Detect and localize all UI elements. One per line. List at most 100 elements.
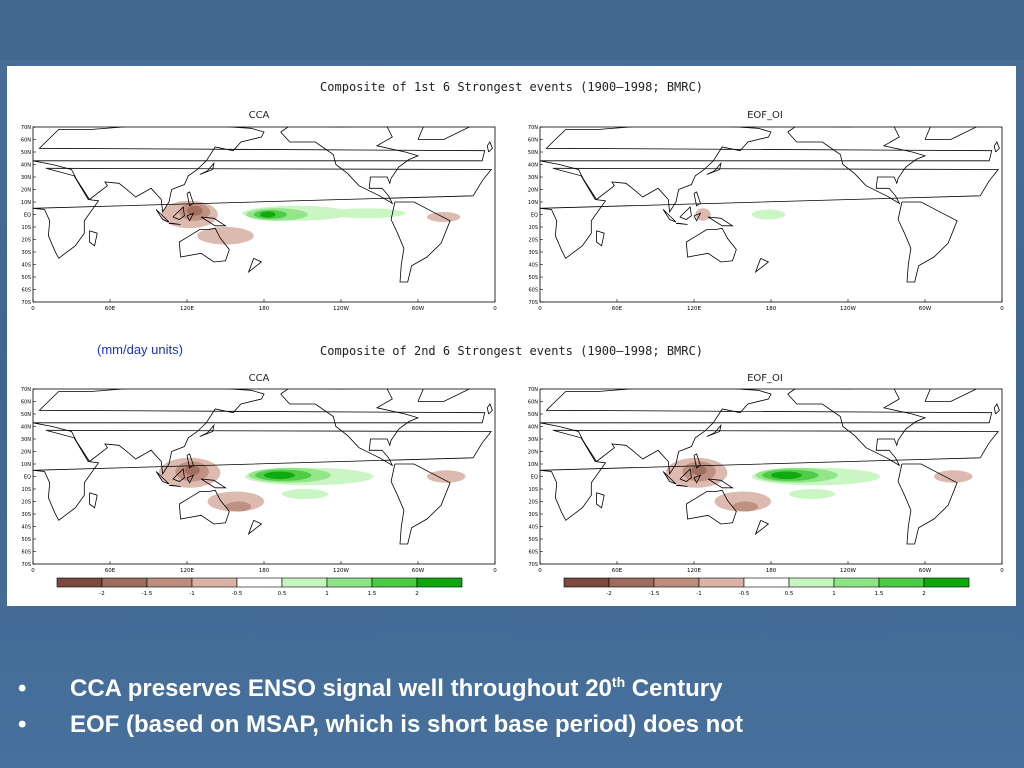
colorbar-tick-label: -1.5 — [142, 591, 153, 597]
lat-tick-label: EQ — [24, 213, 31, 219]
lon-tick-label: 60E — [105, 306, 116, 312]
lat-tick-label: 10N — [21, 200, 31, 206]
lat-tick-label: 20S — [528, 500, 538, 506]
lon-tick-label: 60W — [919, 306, 932, 312]
lat-tick-label: 30S — [21, 250, 31, 256]
colorbar-tick-label: -1 — [696, 591, 701, 597]
lat-tick-label: 20N — [21, 188, 31, 194]
lat-tick-label: 50N — [21, 150, 31, 156]
bullet-list: • CCA preserves ENSO signal well through… — [14, 664, 1004, 743]
colorbar-tick-label: -1.5 — [649, 591, 660, 597]
lon-tick-label: 120E — [180, 568, 194, 574]
lon-tick-label: 120E — [687, 306, 701, 312]
lon-tick-label: 60W — [412, 568, 425, 574]
lat-tick-label: 60S — [528, 288, 538, 294]
colorbar-swatch — [923, 577, 970, 588]
lon-tick-label: 60E — [612, 306, 623, 312]
lat-tick-label: 10N — [528, 462, 538, 468]
lat-tick-label: 70N — [528, 387, 538, 393]
lon-tick-label: 0 — [1000, 568, 1004, 574]
bullet-text-2: EOF (based on MSAP, which is short base … — [70, 711, 743, 738]
lon-tick-label: 120E — [687, 568, 701, 574]
lat-tick-label: 70S — [528, 300, 538, 306]
lat-tick-label: 40S — [21, 263, 31, 269]
lon-tick-label: 180 — [259, 306, 270, 312]
lat-tick-label: 70S — [21, 300, 31, 306]
lat-tick-label: 50S — [528, 275, 538, 281]
colorbar-tick-label: -2 — [606, 591, 611, 597]
lon-tick-label: 180 — [259, 568, 270, 574]
colorbar-tick-label: 1.5 — [368, 591, 377, 597]
colorbar-tick-label: -0.5 — [232, 591, 243, 597]
lat-tick-label: 60N — [21, 400, 31, 406]
lat-tick-label: 10S — [528, 225, 538, 231]
lon-tick-label: 60E — [105, 568, 116, 574]
colorbar-tick-label: 1.5 — [875, 591, 884, 597]
lat-tick-label: EQ — [24, 475, 31, 481]
lat-tick-label: 20N — [528, 450, 538, 456]
lat-tick-label: EQ — [531, 213, 538, 219]
colorbar-tick-label: 1 — [832, 591, 836, 597]
lat-tick-label: 40N — [528, 425, 538, 431]
lat-tick-label: 20S — [528, 238, 538, 244]
map-label-bottom-right: EOF_OI — [747, 373, 783, 384]
lat-tick-label: 30N — [528, 437, 538, 443]
lat-tick-label: 40N — [21, 425, 31, 431]
lon-tick-label: 120W — [840, 306, 856, 312]
lat-tick-label: 20N — [528, 188, 538, 194]
lon-tick-label: 0 — [1000, 306, 1004, 312]
colorbar-left: -2 -1.5 -1 -0.5 0.5 1 1.5 2 — [56, 577, 463, 597]
colorbar-swatch — [281, 577, 328, 588]
map-eof-2nd: 70N 60N 50N 40N 30N 20N 10N EQ 10S 20S 30S 40S 50S 60… — [528, 387, 1004, 574]
colorbar-swatch — [416, 577, 463, 588]
lon-tick-label: 180 — [766, 568, 777, 574]
units-label: (mm/day units) — [97, 342, 183, 357]
colorbar-tick-label: 2 — [922, 591, 926, 597]
colorbar-tick-label: 0.5 — [785, 591, 794, 597]
lat-tick-label: 10S — [528, 487, 538, 493]
colorbar-tick-label: 1 — [325, 591, 329, 597]
lat-tick-label: 40S — [21, 525, 31, 531]
colorbar-swatch — [236, 577, 283, 588]
lat-tick-label: 40N — [528, 163, 538, 169]
lon-tick-label: 0 — [493, 306, 497, 312]
composite-figure: Composite of 1st 6 Strongest events (190… — [7, 66, 1016, 606]
colorbar-swatch — [326, 577, 373, 588]
lat-tick-label: 30N — [21, 175, 31, 181]
colorbar-swatch — [191, 577, 238, 588]
colorbar-swatch — [563, 577, 610, 588]
lon-tick-label: 120W — [333, 306, 349, 312]
colorbar-swatch — [371, 577, 418, 588]
lat-tick-label: 70N — [21, 387, 31, 393]
lon-tick-label: 60W — [412, 306, 425, 312]
lon-tick-label: 120E — [180, 306, 194, 312]
lon-tick-label: 0 — [538, 568, 542, 574]
bullet-item-2: • EOF (based on MSAP, which is short bas… — [14, 707, 1004, 743]
colorbar-right: -2 -1.5 -1 -0.5 0.5 1 1.5 2 — [563, 577, 970, 597]
lat-tick-label: 30N — [21, 437, 31, 443]
lat-tick-label: 10N — [528, 200, 538, 206]
colorbar-swatch — [146, 577, 193, 588]
lat-tick-label: 50S — [21, 537, 31, 543]
lat-tick-label: 30S — [21, 512, 31, 518]
lat-tick-label: 60N — [528, 400, 538, 406]
map-eof-1st: 70N 60N 50N 40N 30N 20N 10N EQ 10S 20S 30S 40S 50S 60… — [528, 125, 1004, 312]
colorbar-tick-label: -1 — [189, 591, 194, 597]
map-label-bottom-left: CCA — [248, 373, 270, 384]
map-cca-1st: 70N 60N 50N 40N 30N 20N 10N EQ 10S 20S 30S 40S 50S 60… — [21, 125, 497, 312]
bullet-item-1: • CCA preserves ENSO signal well through… — [14, 664, 1004, 707]
lat-tick-label: 50S — [528, 537, 538, 543]
lat-tick-label: 40S — [528, 525, 538, 531]
bullet-text-1: CCA preserves ENSO signal well throughou… — [70, 674, 723, 702]
composite-title-2: Composite of 2nd 6 Strongest events (190… — [320, 344, 703, 358]
colorbar-tick-label: 2 — [415, 591, 419, 597]
colorbar-swatch — [743, 577, 790, 588]
lon-tick-label: 60W — [919, 568, 932, 574]
lat-tick-label: 30S — [528, 250, 538, 256]
colorbar-tick-label: -0.5 — [739, 591, 750, 597]
bullet-dot: • — [18, 675, 27, 702]
colorbar-swatch — [608, 577, 655, 588]
map-label-top-left: CCA — [248, 110, 270, 121]
lon-tick-label: 0 — [538, 306, 542, 312]
colorbar-swatch — [833, 577, 880, 588]
